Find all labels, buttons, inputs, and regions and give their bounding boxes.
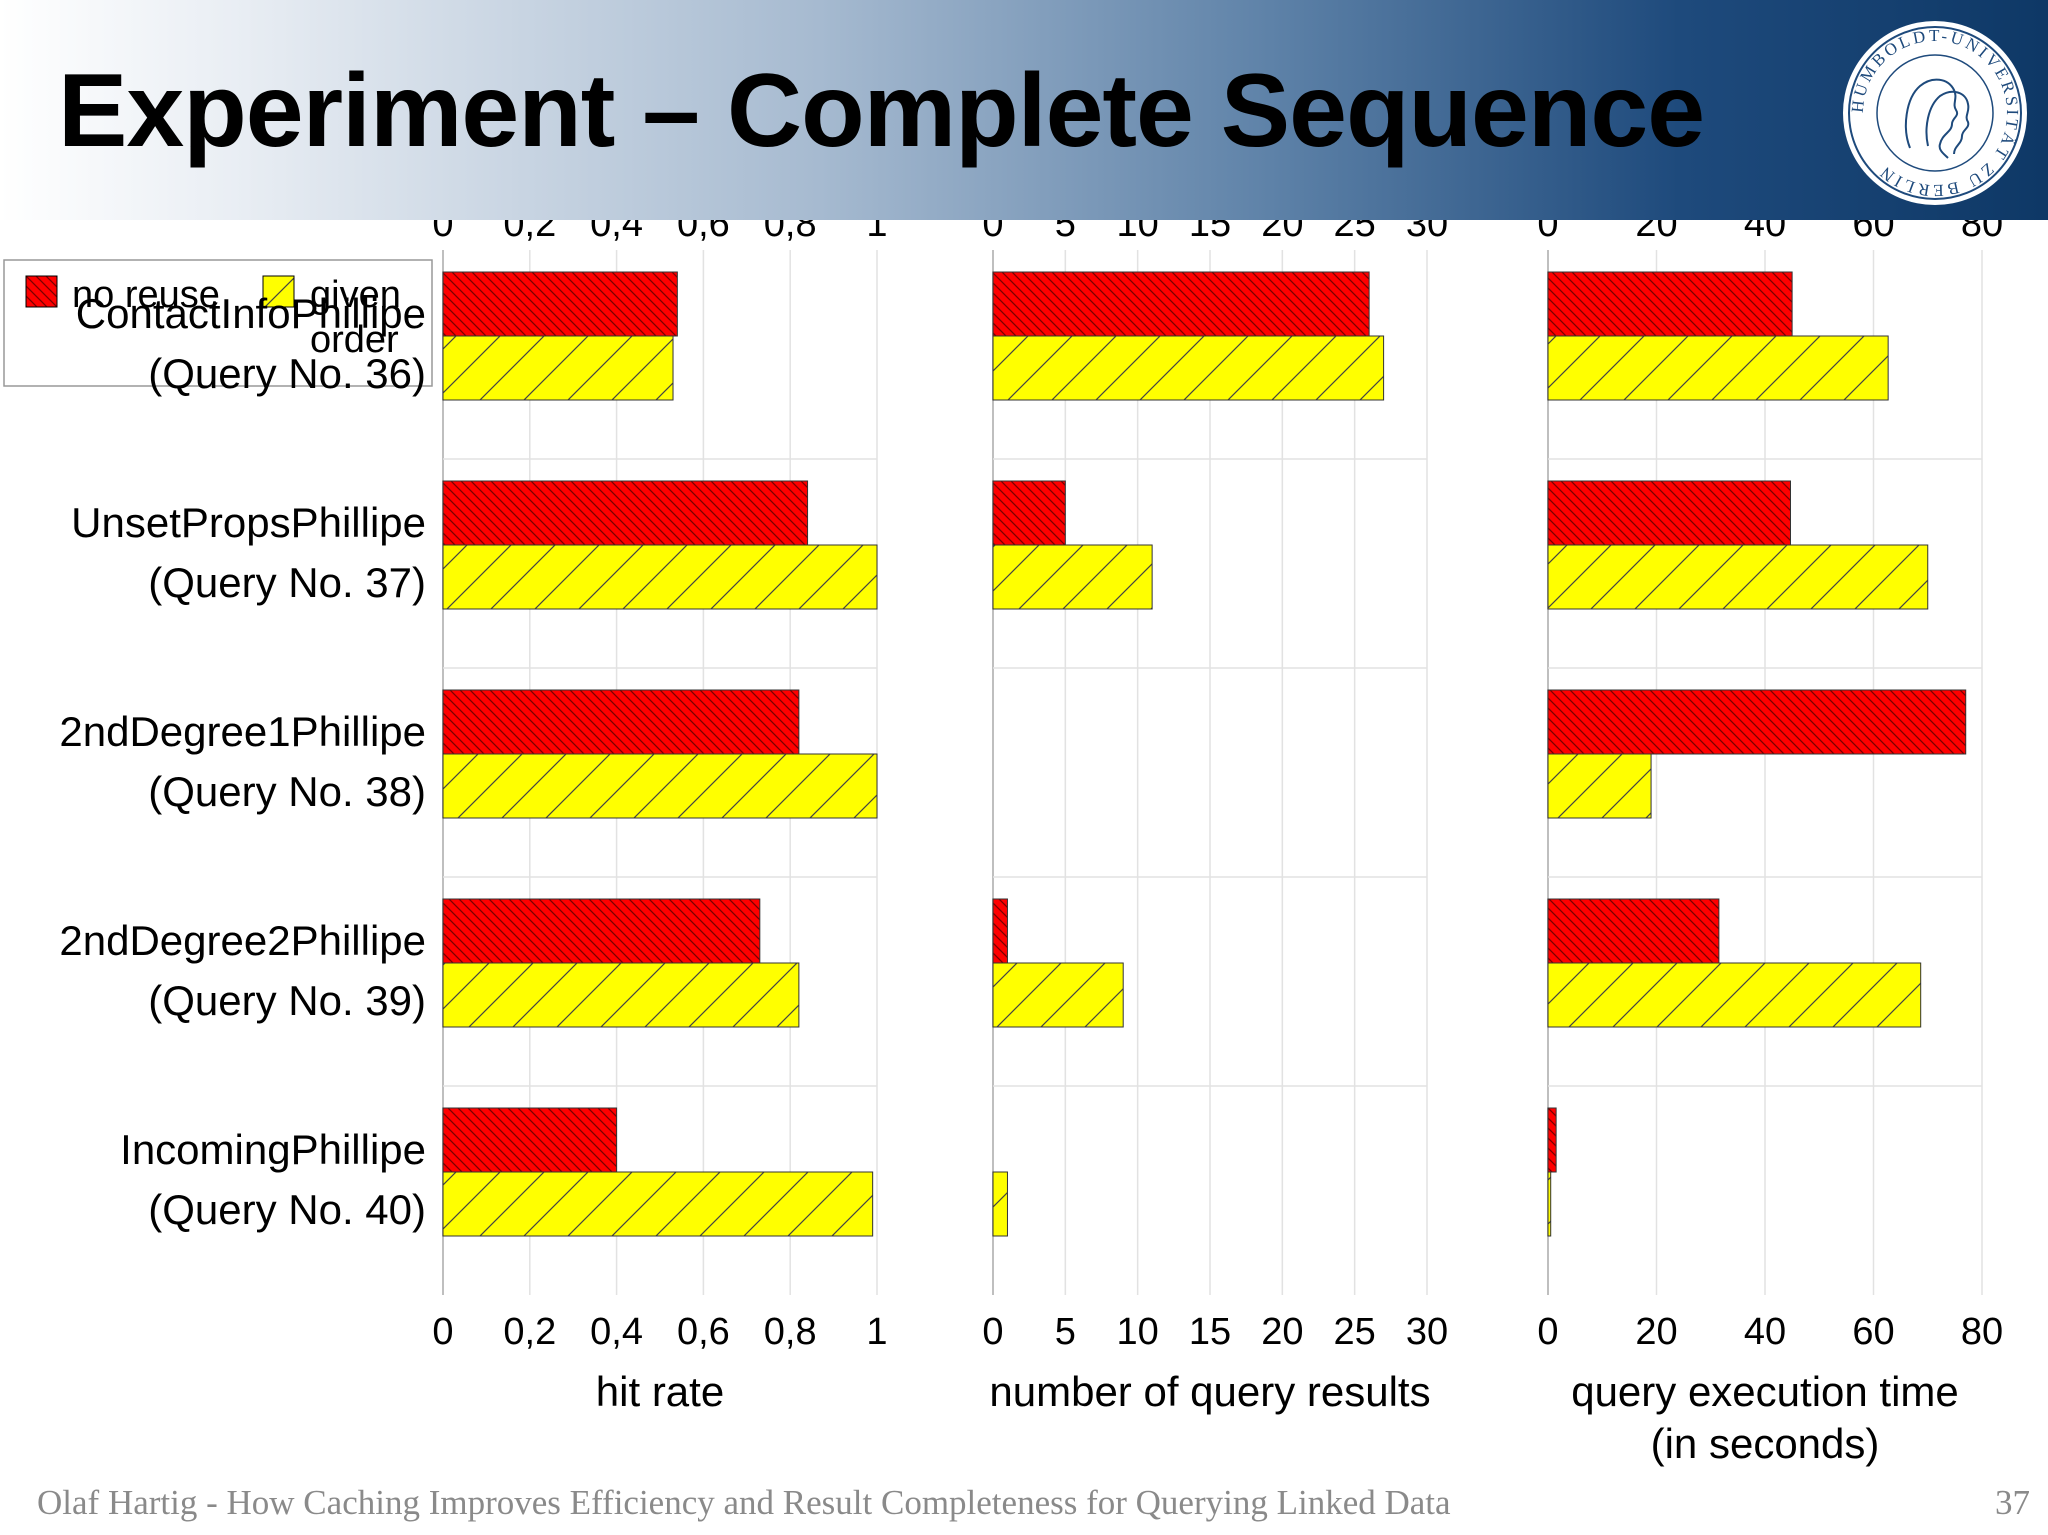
tick-label-top: 1	[866, 220, 887, 245]
bar-given-order-4	[442, 962, 800, 1028]
tick-label-bottom: 0,2	[503, 1311, 556, 1353]
tick-label-bottom: 60	[1852, 1311, 1894, 1353]
tick-label-top: 40	[1744, 220, 1786, 245]
bar-no-reuse-1	[1547, 271, 1793, 337]
bar-no-reuse-3	[1547, 689, 1967, 755]
tick-label-bottom: 80	[1961, 1311, 2003, 1353]
bar-given-order-5	[1547, 1171, 1552, 1237]
category-label-5-line2: (Query No. 40)	[148, 1186, 426, 1233]
page-title: Experiment – Complete Sequence	[58, 53, 1705, 169]
bar-given-order-1	[992, 335, 1385, 401]
tick-label-top: 5	[1055, 220, 1076, 245]
tick-label-top: 0,6	[677, 220, 730, 245]
tick-label-bottom: 25	[1334, 1311, 1376, 1353]
bar-given-order-1	[442, 335, 674, 401]
category-label-2-line1: UnsetPropsPhillipe	[71, 499, 426, 546]
legend-label-given-order-line1: given	[310, 274, 401, 316]
tick-label-top: 0,4	[590, 220, 643, 245]
tick-label-bottom: 30	[1406, 1311, 1448, 1353]
tick-label-bottom: 5	[1055, 1311, 1076, 1353]
bar-no-reuse-2	[1547, 480, 1791, 546]
panel-1: 0 0 0,2 0,2 0,4 0,4 0,6 0,6 0,8 0,8 1 1 hit rate	[432, 220, 887, 1415]
panel-2: 0 0 5 5 10 10 15 15 20 20 25 25 30 30 number of query …	[982, 220, 1448, 1415]
tick-label-bottom: 0,4	[590, 1311, 643, 1353]
category-label-5-line1: IncomingPhillipe	[120, 1126, 426, 1173]
bar-no-reuse-2	[992, 480, 1066, 546]
tick-label-bottom: 15	[1189, 1311, 1231, 1353]
bar-given-order-4	[992, 962, 1124, 1028]
category-label-3-line1: 2ndDegree1Phillipe	[59, 708, 426, 755]
bar-given-order-4	[1547, 962, 1922, 1028]
tick-label-bottom: 40	[1744, 1311, 1786, 1353]
axis-label-3-line1: query execution time	[1571, 1368, 1959, 1415]
axis-label-3-line2: (in seconds)	[1651, 1420, 1880, 1467]
legend-box	[3, 259, 433, 387]
legend: no reuse given order	[3, 259, 433, 387]
page-number: 37	[1995, 1483, 2030, 1522]
tick-label-bottom: 0	[982, 1311, 1003, 1353]
header-banner	[0, 0, 2048, 220]
tick-label-top: 0	[982, 220, 1003, 245]
legend-label-no-reuse: no reuse	[72, 274, 220, 316]
tick-label-top: 15	[1189, 220, 1231, 245]
bar-given-order-2	[1547, 544, 1929, 610]
category-label-4-line2: (Query No. 39)	[148, 977, 426, 1024]
tick-label-top: 20	[1261, 220, 1303, 245]
bar-no-reuse-1	[442, 271, 678, 337]
bar-no-reuse-5	[442, 1107, 618, 1173]
category-label-2-line2: (Query No. 37)	[148, 559, 426, 606]
tick-label-bottom: 0,8	[764, 1311, 817, 1353]
bar-no-reuse-3	[442, 689, 800, 755]
bar-no-reuse-1	[992, 271, 1370, 337]
bar-no-reuse-2	[442, 480, 809, 546]
tick-label-top: 80	[1961, 220, 2003, 245]
bar-given-order-3	[1547, 753, 1652, 819]
tick-label-bottom: 0	[1537, 1311, 1558, 1353]
tick-label-bottom: 0,6	[677, 1311, 730, 1353]
bar-given-order-5	[992, 1171, 1008, 1237]
category-label-1-line1: ContactInfoPhillipe	[76, 290, 426, 337]
tick-label-bottom: 10	[1117, 1311, 1159, 1353]
bar-no-reuse-4	[1547, 898, 1720, 964]
tick-label-top: 60	[1852, 220, 1894, 245]
bar-given-order-2	[992, 544, 1153, 610]
tick-label-top: 30	[1406, 220, 1448, 245]
legend-swatch-given-order	[262, 275, 295, 308]
tick-label-top: 10	[1117, 220, 1159, 245]
bar-chart: no reuse given order ContactInfoPhillipe…	[3, 220, 2003, 1467]
tick-label-top: 25	[1334, 220, 1376, 245]
axis-label-2-line1: number of query results	[989, 1368, 1430, 1415]
tick-label-top: 0,8	[764, 220, 817, 245]
axis-label-1-line1: hit rate	[596, 1368, 724, 1415]
bar-no-reuse-5	[1547, 1107, 1557, 1173]
tick-label-bottom: 20	[1261, 1311, 1303, 1353]
category-label-4-line1: 2ndDegree2Phillipe	[59, 917, 426, 964]
category-label-3-line2: (Query No. 38)	[148, 768, 426, 815]
tick-label-top: 20	[1635, 220, 1677, 245]
tick-label-bottom: 20	[1635, 1311, 1677, 1353]
category-labels: ContactInfoPhillipe (Query No. 36) UnsetPr…	[59, 290, 426, 1233]
bar-no-reuse-4	[992, 898, 1008, 964]
tick-label-top: 0	[432, 220, 453, 245]
bar-no-reuse-4	[442, 898, 761, 964]
tick-label-bottom: 0	[432, 1311, 453, 1353]
bar-given-order-5	[442, 1171, 874, 1237]
tick-label-top: 0	[1537, 220, 1558, 245]
category-label-1-line2: (Query No. 36)	[148, 350, 426, 397]
footer-text: Olaf Hartig - How Caching Improves Effic…	[37, 1483, 1451, 1522]
university-seal: HUMBOLDT-UNIVERSITÄT ZU BERLIN	[1843, 21, 2027, 205]
legend-swatch-no-reuse	[25, 275, 58, 308]
tick-label-top: 0,2	[503, 220, 556, 245]
chart-panels: 0 0 0,2 0,2 0,4 0,4 0,6 0,6 0,8 0,8 1 1 hit rate 0 0 5 5…	[432, 220, 2003, 1467]
bar-given-order-3	[442, 753, 878, 819]
tick-label-bottom: 1	[866, 1311, 887, 1353]
bar-given-order-1	[1547, 335, 1889, 401]
legend-label-given-order-line2: order	[310, 319, 399, 361]
bar-given-order-2	[442, 544, 878, 610]
